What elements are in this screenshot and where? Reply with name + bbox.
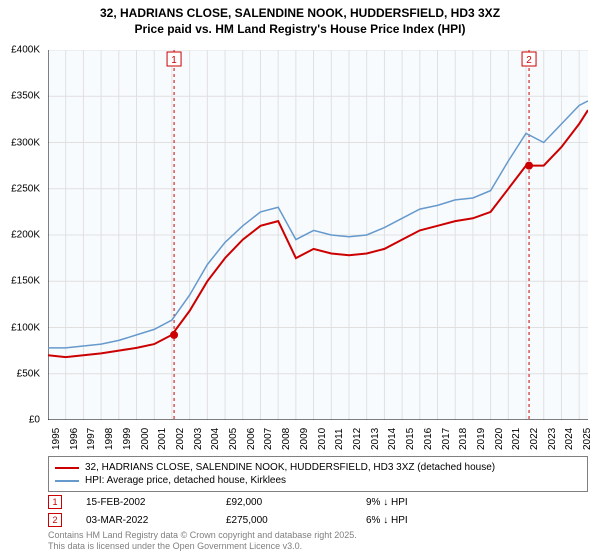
x-tick-label: 2002 <box>175 428 186 450</box>
y-tick-label: £100K <box>11 322 40 333</box>
y-tick-label: £150K <box>11 276 40 287</box>
x-tick-label: 2004 <box>210 428 221 450</box>
x-tick-label: 2016 <box>423 428 434 450</box>
x-tick-label: 2020 <box>494 428 505 450</box>
legend-label: 32, HADRIANS CLOSE, SALENDINE NOOK, HUDD… <box>85 462 495 473</box>
marker-price: £92,000 <box>226 497 366 508</box>
x-tick-label: 2012 <box>352 428 363 450</box>
x-tick-label: 2017 <box>441 428 452 450</box>
x-tick-label: 2001 <box>157 428 168 450</box>
x-tick-label: 2014 <box>387 428 398 450</box>
marker-table: 1 15-FEB-2002£92,0009% ↓ HPI 2 03-MAR-2022£… <box>48 493 588 529</box>
marker-row: 1 15-FEB-2002£92,0009% ↓ HPI <box>48 493 588 511</box>
x-tick-label: 2003 <box>193 428 204 450</box>
x-tick-label: 2010 <box>317 428 328 450</box>
y-tick-label: £200K <box>11 230 40 241</box>
x-tick-label: 1997 <box>86 428 97 450</box>
title-line-2: Price paid vs. HM Land Registry's House … <box>0 22 600 38</box>
x-tick-label: 2023 <box>547 428 558 450</box>
marker-delta: 6% ↓ HPI <box>366 515 486 526</box>
x-tick-label: 2022 <box>529 428 540 450</box>
footer: Contains HM Land Registry data © Crown c… <box>48 530 357 552</box>
x-tick-label: 2000 <box>140 428 151 450</box>
x-tick-label: 2025 <box>582 428 593 450</box>
marker-delta: 9% ↓ HPI <box>366 497 486 508</box>
legend: 32, HADRIANS CLOSE, SALENDINE NOOK, HUDD… <box>48 456 588 492</box>
y-axis: £0£50K£100K£150K£200K£250K£300K£350K£400… <box>0 50 44 420</box>
x-tick-label: 2019 <box>476 428 487 450</box>
y-tick-label: £350K <box>11 91 40 102</box>
legend-label: HPI: Average price, detached house, Kirk… <box>85 475 286 486</box>
x-tick-label: 2006 <box>246 428 257 450</box>
y-tick-label: £300K <box>11 137 40 148</box>
x-tick-label: 2011 <box>334 428 345 450</box>
x-tick-label: 2009 <box>299 428 310 450</box>
y-tick-label: £400K <box>11 45 40 56</box>
x-tick-label: 1998 <box>104 428 115 450</box>
legend-swatch <box>55 480 79 482</box>
marker-date: 03-MAR-2022 <box>86 515 226 526</box>
x-tick-label: 2008 <box>281 428 292 450</box>
y-tick-label: £50K <box>17 368 40 379</box>
title-line-1: 32, HADRIANS CLOSE, SALENDINE NOOK, HUDD… <box>0 6 600 22</box>
marker-date: 15-FEB-2002 <box>86 497 226 508</box>
y-tick-label: £0 <box>29 415 40 426</box>
chart-title: 32, HADRIANS CLOSE, SALENDINE NOOK, HUDD… <box>0 0 600 37</box>
svg-text:2: 2 <box>526 55 532 66</box>
x-tick-label: 1996 <box>69 428 80 450</box>
x-tick-label: 1995 <box>51 428 62 450</box>
marker-number-box: 1 <box>48 495 62 509</box>
legend-swatch <box>55 467 79 469</box>
y-tick-label: £250K <box>11 183 40 194</box>
x-tick-label: 2021 <box>511 428 522 450</box>
chart-svg: 12 <box>48 50 588 420</box>
marker-price: £275,000 <box>226 515 366 526</box>
svg-text:1: 1 <box>171 55 177 66</box>
marker-dot <box>525 162 533 170</box>
marker-dot <box>170 331 178 339</box>
plot-area: 12 <box>48 50 588 420</box>
chart-container: 32, HADRIANS CLOSE, SALENDINE NOOK, HUDD… <box>0 0 600 560</box>
marker-row: 2 03-MAR-2022£275,0006% ↓ HPI <box>48 511 588 529</box>
marker-number-box: 2 <box>48 513 62 527</box>
legend-row: HPI: Average price, detached house, Kirk… <box>55 474 581 487</box>
x-tick-label: 2007 <box>263 428 274 450</box>
x-tick-label: 1999 <box>122 428 133 450</box>
legend-row: 32, HADRIANS CLOSE, SALENDINE NOOK, HUDD… <box>55 461 581 474</box>
x-tick-label: 2018 <box>458 428 469 450</box>
x-tick-label: 2013 <box>370 428 381 450</box>
x-tick-label: 2024 <box>564 428 575 450</box>
footer-line-2: This data is licensed under the Open Gov… <box>48 541 357 552</box>
x-tick-label: 2005 <box>228 428 239 450</box>
footer-line-1: Contains HM Land Registry data © Crown c… <box>48 530 357 541</box>
x-tick-label: 2015 <box>405 428 416 450</box>
x-axis: 1995 1996 1997 1998 1999 2000 2001 2002 2003 2004… <box>48 422 588 452</box>
